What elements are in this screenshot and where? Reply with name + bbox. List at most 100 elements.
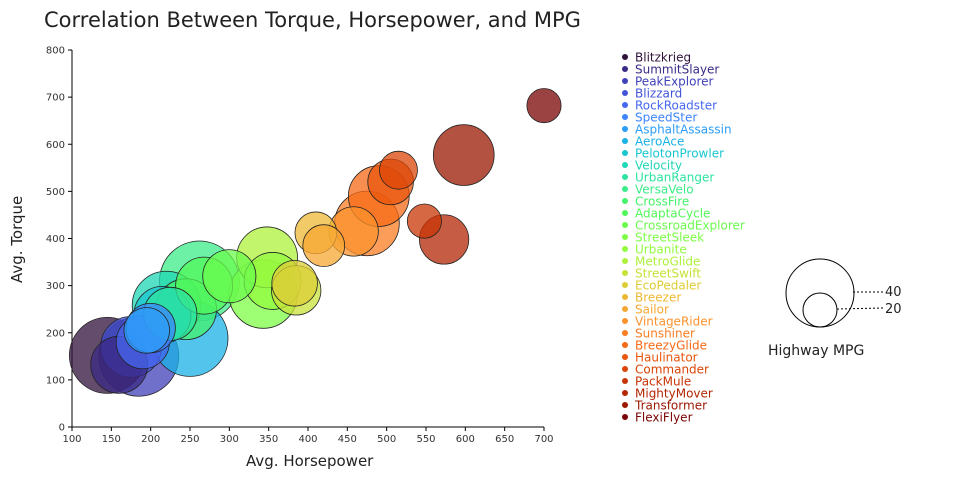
legend-marker (622, 102, 628, 108)
legend-marker (622, 198, 628, 204)
bubble-transformer[interactable] (432, 124, 495, 186)
legend-item-streetsleek[interactable]: StreetSleek (635, 231, 704, 245)
bubble-ecopedaler[interactable] (271, 260, 318, 307)
bubble-commander[interactable] (379, 150, 418, 190)
legend-item-mightymover[interactable]: MightyMover (635, 387, 713, 401)
x-tick-label: 400 (298, 434, 317, 445)
legend-marker (622, 162, 628, 168)
legend-item-blitzkrieg[interactable]: Blitzkrieg (635, 51, 691, 65)
legend-marker (622, 66, 628, 72)
legend-marker (622, 54, 628, 60)
legend-marker (622, 354, 628, 360)
legend-item-transformer[interactable]: Transformer (634, 399, 707, 413)
x-tick-label: 500 (377, 434, 396, 445)
legend-item-urbanranger[interactable]: UrbanRanger (635, 171, 714, 185)
legend-marker (622, 222, 628, 228)
legend-item-urbanite[interactable]: Urbanite (635, 243, 687, 257)
axes: 100 150 200 250 300 350 400 450 500 550 600 650 700 0… (46, 46, 554, 446)
size-legend-leader-small (836, 307, 884, 310)
legend-marker (622, 234, 628, 240)
legend-item-sunshiner[interactable]: Sunshiner (635, 327, 695, 341)
legend-marker (622, 174, 628, 180)
legend-item-breezyglide[interactable]: BreezyGlide (635, 339, 707, 353)
legend-item-adaptacycle[interactable]: AdaptaCycle (635, 207, 710, 221)
y-tick-label: 200 (46, 328, 65, 339)
legend-item-commander[interactable]: Commander (635, 363, 709, 377)
legend-item-aeroace[interactable]: AeroAce (635, 135, 684, 149)
x-axis-title: Avg. Horsepower (246, 452, 374, 470)
x-tick-label: 300 (220, 434, 239, 445)
bubble-packmule[interactable] (406, 203, 442, 239)
legend-item-breezer[interactable]: Breezer (635, 291, 681, 305)
legend-marker (622, 414, 628, 420)
y-tick-label: 100 (46, 375, 65, 386)
x-tick-label: 700 (534, 434, 553, 445)
x-tick-label: 550 (416, 434, 435, 445)
x-tick-label: 100 (62, 434, 81, 445)
legend-item-vintagerider[interactable]: VintageRider (635, 315, 713, 329)
size-legend-title: Highway MPG (768, 343, 865, 359)
legend-item-versavelo[interactable]: VersaVelo (635, 183, 694, 197)
legend-item-haulinator[interactable]: Haulinator (635, 351, 698, 365)
y-tick-label: 800 (46, 46, 65, 57)
legend-marker (622, 366, 628, 372)
legend-marker (622, 186, 628, 192)
legend-item-pelotonprowler[interactable]: PelotonProwler (635, 147, 724, 161)
legend-marker (622, 258, 628, 264)
legend-item-metroglide[interactable]: MetroGlide (635, 255, 700, 269)
legend-item-rockroadster[interactable]: RockRoadster (635, 99, 717, 113)
size-legend-label-small: 20 (885, 302, 902, 317)
legend-marker (622, 342, 628, 348)
legend: BlitzkriegSummitSlayerPeakExplorerBlizza… (622, 51, 745, 425)
bubble-sailor[interactable] (302, 224, 346, 267)
y-tick-label: 700 (46, 93, 65, 104)
x-tick-label: 450 (338, 434, 357, 445)
size-legend-label-large: 40 (885, 285, 902, 300)
x-tick-label: 250 (180, 434, 199, 445)
chart-title: Correlation Between Torque, Horsepower, … (44, 8, 581, 32)
y-tick-label: 600 (46, 140, 65, 151)
bubbles-layer (69, 88, 562, 397)
y-tick-label: 400 (46, 234, 65, 245)
legend-item-ecopedaler[interactable]: EcoPedaler (635, 279, 701, 293)
x-tick-label: 600 (456, 434, 475, 445)
legend-item-sailor[interactable]: Sailor (635, 303, 669, 317)
legend-marker (622, 306, 628, 312)
size-legend-circle-small (802, 292, 838, 328)
legend-marker (622, 330, 628, 336)
bubble-asphaltassassin[interactable] (123, 307, 170, 354)
legend-marker (622, 318, 628, 324)
legend-item-streetswift[interactable]: StreetSwift (635, 267, 701, 281)
legend-marker (622, 246, 628, 252)
legend-item-summitslayer[interactable]: SummitSlayer (635, 63, 719, 77)
y-tick-label: 300 (46, 281, 65, 292)
x-tick-label: 150 (102, 434, 121, 445)
y-tick-label: 500 (46, 187, 65, 198)
legend-marker (622, 138, 628, 144)
bubble-crossroadexplorer[interactable] (202, 249, 257, 304)
legend-marker (622, 378, 628, 384)
legend-item-packmule[interactable]: PackMule (635, 375, 691, 389)
legend-item-flexiflyer[interactable]: FlexiFlyer (635, 411, 693, 425)
legend-marker (622, 390, 628, 396)
legend-item-crossfire[interactable]: CrossFire (635, 195, 689, 209)
y-tick-label: 0 (59, 423, 65, 434)
legend-marker (622, 90, 628, 96)
legend-marker (622, 78, 628, 84)
legend-marker (622, 282, 628, 288)
x-tick-label: 200 (141, 434, 160, 445)
legend-item-speedster[interactable]: SpeedSter (635, 111, 697, 125)
legend-marker (622, 150, 628, 156)
legend-item-peakexplorer[interactable]: PeakExplorer (635, 75, 714, 89)
legend-marker (622, 402, 628, 408)
legend-item-asphaltassassin[interactable]: AsphaltAssassin (635, 123, 732, 137)
x-tick-label: 350 (259, 434, 278, 445)
legend-marker (622, 210, 628, 216)
legend-item-velocity[interactable]: Velocity (635, 159, 682, 173)
legend-marker (622, 114, 628, 120)
bubble-flexiflyer[interactable] (526, 88, 562, 124)
legend-item-crossroadexplorer[interactable]: CrossroadExplorer (635, 219, 745, 233)
legend-item-blizzard[interactable]: Blizzard (635, 87, 682, 101)
